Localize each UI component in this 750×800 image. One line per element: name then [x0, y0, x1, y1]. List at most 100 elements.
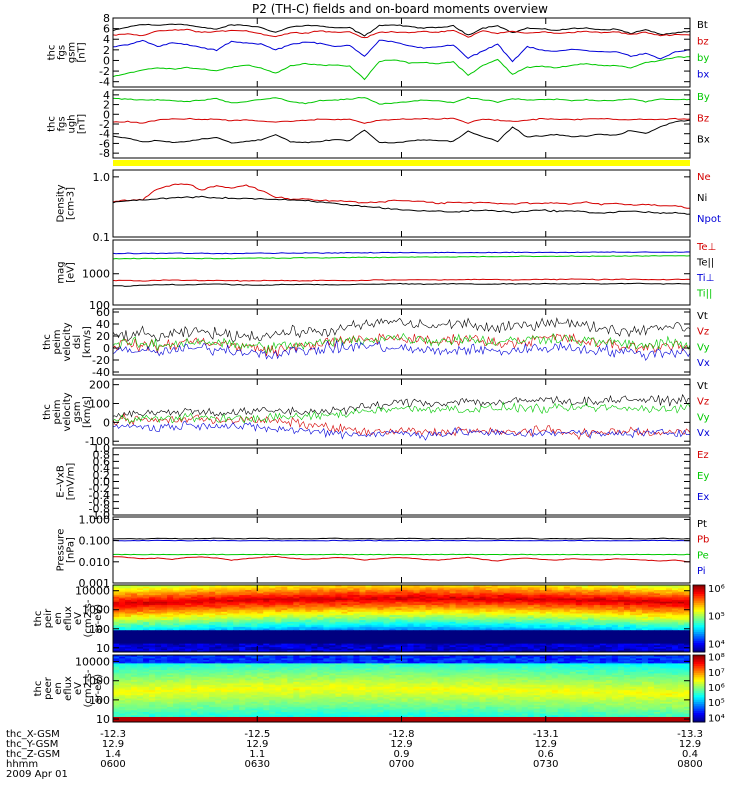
- y-tick-label: 0: [103, 54, 110, 67]
- y-axis-label: eflux: [63, 606, 74, 631]
- y-tick-label: 100: [89, 398, 110, 411]
- x-tick-label: -13.1: [533, 729, 559, 740]
- x-tick-label: 0.9: [394, 749, 410, 760]
- y-axis-label: thc: [33, 611, 44, 627]
- y-tick-label: 2: [103, 99, 110, 112]
- y-tick-label: -6: [99, 137, 110, 150]
- pressure-frame: [112, 516, 691, 584]
- legend-Vt: Vt: [697, 311, 708, 322]
- y-tick-label: 0.4: [93, 462, 111, 475]
- legend-Pb: Pb: [697, 535, 709, 546]
- legend-Vy: Vy: [697, 342, 710, 353]
- colorbar-tick-label: 10⁴: [708, 713, 725, 724]
- y-axis-label: [mV/m]: [66, 463, 77, 501]
- y-tick-label: 1000: [82, 268, 110, 281]
- y-tick-label: -2: [99, 65, 110, 78]
- peim_dsl-series-group: [113, 317, 690, 361]
- legend-Pi: Pi: [697, 566, 706, 577]
- y-tick-label: -0.6: [89, 496, 110, 509]
- colorbar-tick-label: 10⁵: [708, 698, 725, 709]
- y-tick-label: 10: [96, 642, 110, 655]
- y-tick-label: -100: [85, 435, 110, 448]
- series-by-line: [113, 56, 690, 81]
- x-tick-label: 0600: [100, 759, 125, 770]
- series-Vy-line: [113, 332, 690, 354]
- y-axis-label: en: [53, 682, 64, 695]
- y-axis-label: fgs: [57, 45, 68, 60]
- y-axis-label: E--VxB: [56, 465, 67, 498]
- y-tick-label: 6: [103, 23, 110, 36]
- y-axis-label: gsm: [67, 42, 78, 63]
- peer-colorbar: 10⁴ 10⁵ 10⁶ 10⁷ 10⁸: [692, 653, 725, 724]
- y-tick-label: -4: [99, 76, 110, 89]
- legend-Bx: Bx: [697, 135, 710, 146]
- y-tick-label: 2: [103, 44, 110, 57]
- peir-spectrogram: [113, 585, 690, 652]
- y-axis-label: mag: [56, 261, 67, 283]
- y-axis-label: Density: [56, 184, 67, 222]
- y-axis-label: thc: [47, 116, 58, 132]
- panel-peim_gsm: Vt Vz Vy Vx -100 0 100 200 thc peim velocity gsm [km…: [42, 378, 710, 448]
- x-row-label: hhmm: [6, 759, 38, 770]
- colorbar-tick-label: 10⁴: [708, 640, 725, 651]
- series-bx-line: [113, 39, 690, 63]
- series-Ti||-line: [113, 255, 690, 260]
- series-Vt-line: [113, 317, 690, 343]
- x-axis-labels: thc_X-GSM -12.3 -12.5 -12.8 -13.1 -13.3 thc_Y-…: [6, 729, 703, 780]
- y-tick-label: 0.001: [79, 577, 111, 590]
- x-tick-label: -12.8: [389, 729, 415, 740]
- y-axis-label: thc: [47, 45, 58, 61]
- y-axis-label: eV: [73, 682, 84, 695]
- legend-Ez: Ez: [697, 450, 709, 461]
- series-Ni-line: [113, 195, 690, 215]
- x-tick-label: 0700: [389, 759, 414, 770]
- series-Te⊥-line: [113, 278, 690, 282]
- date-label: 2009 Apr 01: [6, 769, 68, 780]
- legend-Vy: Vy: [697, 412, 710, 423]
- y-tick-label: 100: [89, 694, 110, 707]
- colorbar-tick-label: 10⁷: [708, 668, 725, 679]
- x-tick-label: 12.9: [246, 739, 268, 750]
- series-Bz-line: [113, 117, 690, 124]
- series-bz-line: [113, 28, 690, 39]
- y-axis-label: en: [53, 612, 64, 625]
- x-row-label: thc_Z-GSM: [6, 749, 60, 760]
- y-tick-label: 4: [103, 33, 110, 46]
- y-tick-label: 100: [89, 299, 110, 312]
- x-tick-label: -12.5: [244, 729, 270, 740]
- y-tick-label: 20: [96, 330, 110, 343]
- y-axis-label: [eV]: [66, 262, 77, 283]
- y-axis-label: [nPa]: [66, 537, 77, 563]
- colorbar-tick-label: 10⁶: [708, 584, 725, 595]
- y-tick-label: -20: [92, 354, 110, 367]
- y-axis-label: velocity: [62, 322, 73, 361]
- y-tick-label: -0.4: [89, 489, 110, 502]
- peim_gsm-series-group: [113, 393, 690, 441]
- legend-Ne: Ne: [697, 172, 711, 183]
- temperature-series-group: [113, 251, 690, 287]
- y-tick-label: 0.6: [93, 455, 111, 468]
- y-axis-label: peim: [52, 399, 63, 424]
- y-axis-label: fgs: [57, 116, 68, 131]
- series-Vx-line: [113, 340, 690, 361]
- pressure-series-group: [113, 537, 690, 563]
- x-tick-label: 1.1: [249, 749, 265, 760]
- series-Bt-line: [113, 23, 690, 37]
- y-tick-label: 8: [103, 12, 110, 25]
- series-Vy-line: [113, 401, 690, 424]
- y-tick-label: -40: [92, 366, 110, 379]
- y-tick-label: 1.000: [79, 513, 111, 526]
- y-axis-label: [km/s]: [82, 396, 93, 428]
- x-tick-label: 12.9: [535, 739, 557, 750]
- y-tick-label: 0: [103, 108, 110, 121]
- x-tick-label: 1.4: [105, 749, 121, 760]
- y-axis-label: [nT]: [77, 114, 88, 134]
- x-tick-label: 12.9: [102, 739, 124, 750]
- y-axis-label: sr-eV): [93, 674, 104, 703]
- series-Pb-line: [113, 555, 690, 563]
- y-axis-label: velocity: [62, 392, 73, 431]
- legend-by: by: [697, 53, 709, 64]
